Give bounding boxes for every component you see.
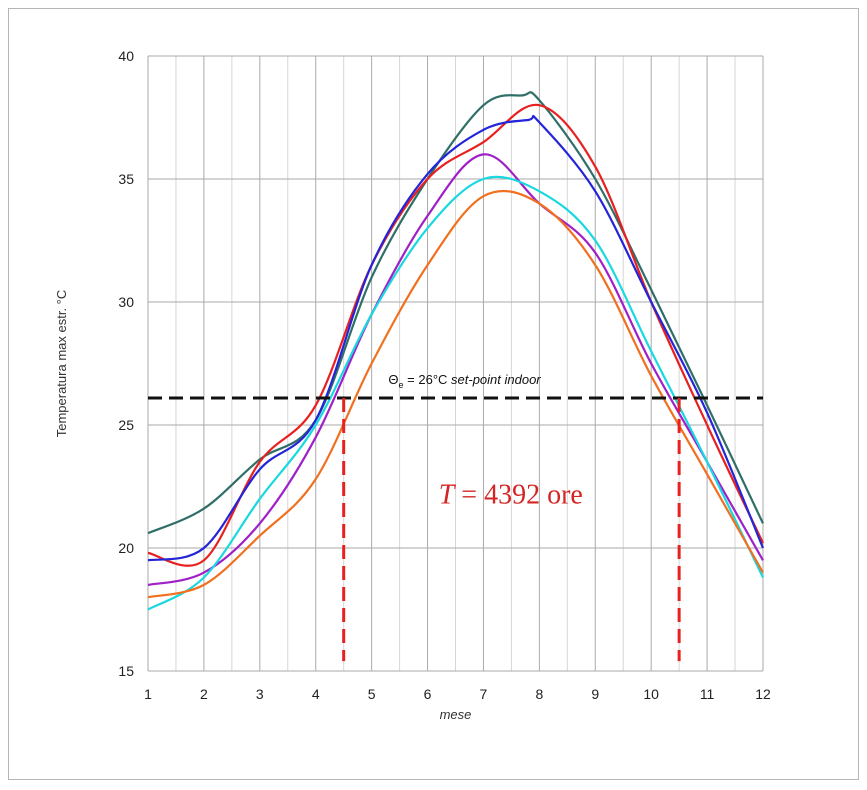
y-tick-label: 25	[118, 417, 134, 433]
y-tick-label: 15	[118, 663, 134, 679]
y-tick-label: 35	[118, 171, 134, 187]
x-tick-labels: 1 2 3 4 5 6 7 8 9 10 11 12	[144, 686, 771, 702]
x-tick-label: 2	[200, 686, 208, 702]
x-tick-label: 6	[424, 686, 432, 702]
threshold-markers	[148, 396, 763, 662]
hours-variable: T	[439, 480, 457, 511]
setpoint-label: Θe = 26°C set-point indoor	[388, 372, 541, 390]
hours-annotation: T = 4392 ore	[439, 480, 583, 511]
x-axis-label: mese	[440, 707, 472, 722]
series-line-2	[147, 103, 764, 567]
setpoint-subscript: e	[399, 380, 404, 390]
x-tick-label: 9	[591, 686, 599, 702]
x-tick-label: 12	[755, 686, 771, 702]
x-tick-label: 8	[535, 686, 543, 702]
x-tick-label: 4	[312, 686, 320, 702]
series-line-3	[147, 114, 765, 562]
x-tick-label: 11	[700, 686, 715, 702]
y-tick-label: 40	[118, 48, 134, 64]
series-line-5	[147, 175, 764, 611]
x-tick-label: 1	[144, 686, 152, 702]
x-tick-label: 10	[643, 686, 659, 702]
x-tick-label: 5	[368, 686, 376, 702]
setpoint-italic: set-point indoor	[451, 372, 541, 387]
hours-text: = 4392 ore	[454, 480, 583, 511]
setpoint-symbol: Θ	[388, 372, 398, 387]
series-line-4	[147, 153, 764, 586]
series-lines	[147, 91, 765, 611]
y-tick-label: 30	[118, 294, 134, 310]
y-tick-labels: 15 20 25 30 35 40	[118, 48, 134, 679]
setpoint-value: = 26°C	[404, 372, 451, 387]
y-tick-label: 20	[118, 540, 134, 556]
y-axis-label: Temperatura max estr. °C	[54, 290, 69, 438]
x-tick-label: 7	[480, 686, 488, 702]
series-line-6	[147, 189, 764, 599]
series-line-1	[147, 91, 764, 535]
figure-frame	[8, 8, 859, 780]
x-tick-label: 3	[256, 686, 264, 702]
